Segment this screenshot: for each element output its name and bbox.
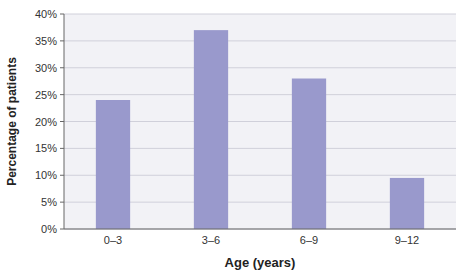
grid-line: [64, 67, 456, 68]
tick-mark: [60, 175, 64, 176]
y-tick-label: 0%: [41, 223, 57, 235]
grid-line: [64, 94, 456, 95]
chart: 0% 5% 10% 15% 20% 25% 30% 35% 40% 0–3 3–6 6–9 9–12 Ag…: [0, 0, 470, 275]
bars: [96, 30, 424, 229]
y-tick-label: 30%: [35, 62, 57, 74]
tick-mark: [60, 148, 64, 149]
x-tick-label: 9–12: [395, 234, 419, 246]
y-axis-line: [64, 14, 65, 229]
plot-background: [64, 14, 456, 229]
bar: [390, 178, 424, 229]
y-axis-label: Percentage of patients: [5, 57, 19, 186]
y-tick-label: 15%: [35, 142, 57, 154]
grid-line: [64, 14, 456, 15]
tick-mark: [60, 40, 64, 41]
tick-mark: [60, 67, 64, 68]
grid-line: [64, 40, 456, 41]
tick-mark: [60, 14, 64, 15]
chart-container: 0% 5% 10% 15% 20% 25% 30% 35% 40% 0–3 3–6 6–9 9–12 Ag…: [0, 0, 470, 275]
x-tick-label: 0–3: [104, 234, 122, 246]
bar: [194, 30, 228, 229]
bar: [292, 79, 326, 230]
y-tick-label: 5%: [41, 196, 57, 208]
y-tick-label: 10%: [35, 169, 57, 181]
tick-mark: [60, 202, 64, 203]
y-tick-label: 25%: [35, 89, 57, 101]
x-tick-label: 3–6: [202, 234, 220, 246]
y-tick-label: 40%: [35, 8, 57, 20]
grid-line: [64, 229, 456, 230]
tick-mark: [60, 94, 64, 95]
plot-area: 0% 5% 10% 15% 20% 25% 30% 35% 40% 0–3 3–6 6–9 9–12 Ag…: [5, 8, 456, 270]
x-axis-line: [64, 229, 456, 230]
y-tick-label: 35%: [35, 35, 57, 47]
tick-mark: [60, 121, 64, 122]
x-axis-label: Age (years): [225, 255, 296, 270]
x-axis: 0–3 3–6 6–9 9–12: [104, 234, 419, 246]
x-tick-label: 6–9: [300, 234, 318, 246]
tick-mark: [60, 229, 64, 230]
y-axis: 0% 5% 10% 15% 20% 25% 30% 35% 40%: [35, 8, 456, 235]
y-tick-label: 20%: [35, 116, 57, 128]
bar: [96, 100, 130, 229]
